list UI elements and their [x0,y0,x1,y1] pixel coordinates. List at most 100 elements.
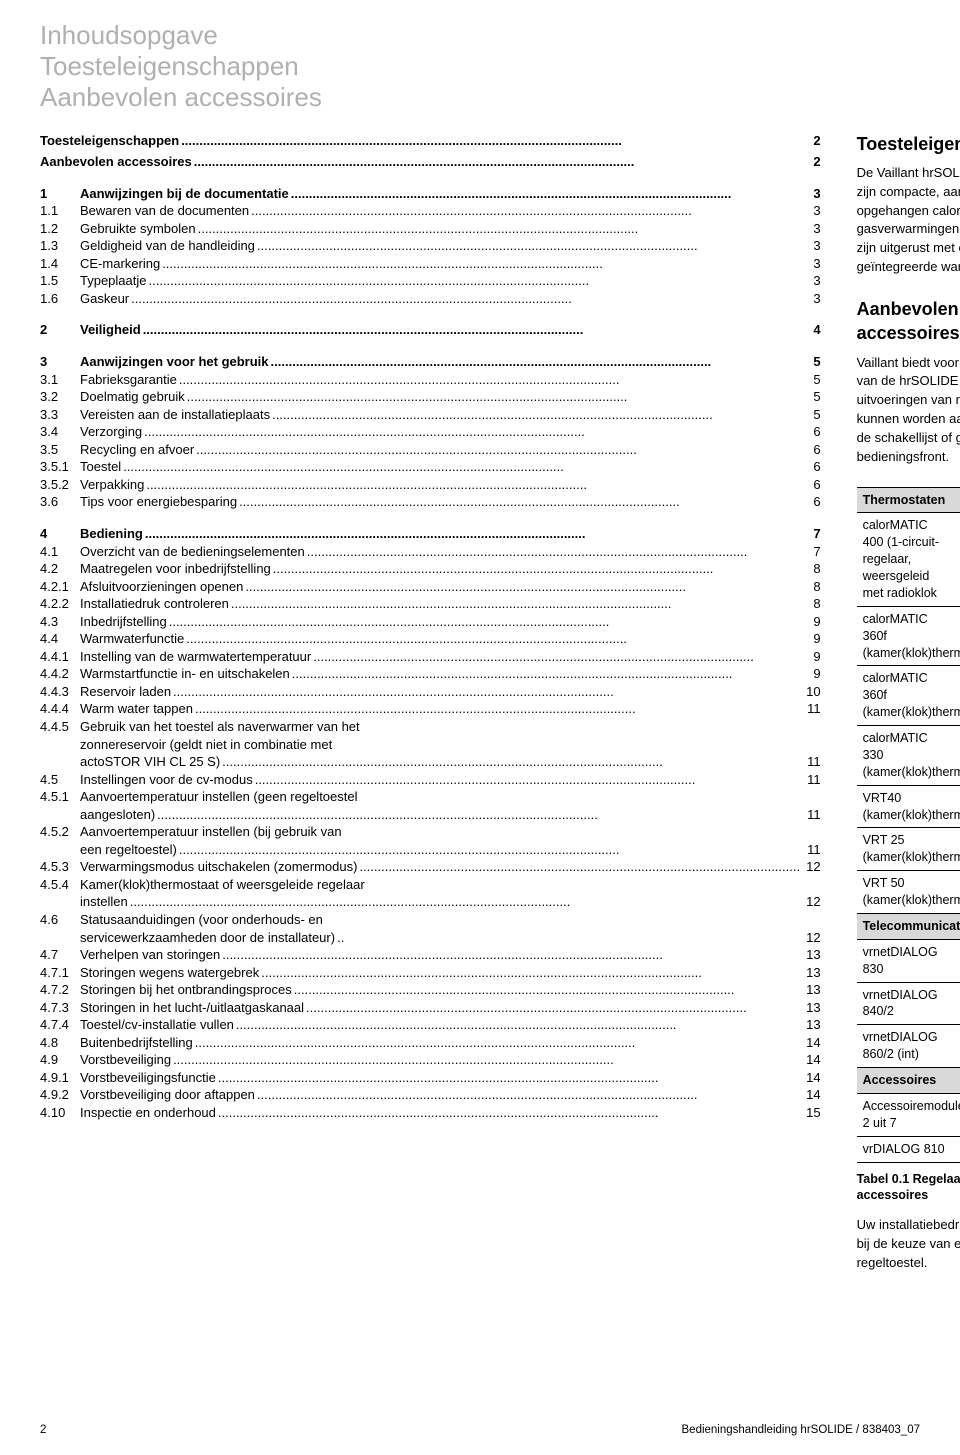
table-row: vrnetDIALOG 83000 2000 3988 [857,939,960,982]
toc-dots: ........................................… [128,893,802,911]
toc-page: 13 [802,999,820,1017]
toc-row: 4.7Verhelpen van storingen..............… [40,946,821,964]
page-footer: 2 Bedieningshandleiding hrSOLIDE / 83840… [40,1423,920,1439]
toc-dots: ........................................… [177,371,810,389]
toc-page: 9 [809,613,820,631]
toc-num: 4.7.1 [40,964,80,982]
toc-title: Instellingen voor de cv-modus [80,771,253,789]
toc-page: 11 [803,841,821,859]
toc-num: 4.4.1 [40,648,80,666]
toc-page: 5 [809,371,820,389]
toc-row: 4.5.3Verwarmingsmodus uitschakelen (zome… [40,858,821,876]
toc-dots: ........................................… [220,946,802,964]
toc-page: 11 [803,806,821,824]
toc-dots: ........................................… [269,353,810,371]
toc-dots: ........................................… [216,1069,802,1087]
toc-num: 4.3 [40,613,80,631]
toc-page: 6 [809,476,820,494]
toc-num: 4.9 [40,1051,80,1069]
toc-row: 3Aanwijzingen voor het gebruik..........… [40,353,821,371]
table-cell-name: VRT 50 (kamer(klok)thermostaat) [857,871,955,914]
toc-num: 4.4.3 [40,683,80,701]
table-cell-artnr: 00 2000 3984 [954,1025,960,1068]
toc-title: Warmstartfunctie in- en uitschakelen [80,665,290,683]
toc-page: 3 [809,290,820,308]
toc-page: 9 [809,665,820,683]
table-row: Accessoiremodule 2 uit 700 2001 7744 [857,1093,960,1136]
table-header: Thermostaten [857,487,955,513]
toc-num: 3.2 [40,388,80,406]
toc-row: 3.3Vereisten aan de installatieplaats...… [40,406,821,424]
toc-page: 12 [802,929,820,947]
toc-title: een regeltoestel) [80,841,177,859]
toc-title: Vorstbeveiligingsfunctie [80,1069,216,1087]
toc-row: instellen...............................… [40,893,821,911]
toc-page: 14 [802,1051,820,1069]
toc-num: 4.10 [40,1104,80,1122]
toc-title: Gaskeur [80,290,129,308]
toc-title: Fabrieksgarantie [80,371,177,389]
toc-dots: ........................................… [271,560,810,578]
toc-dots: ........................................… [171,683,802,701]
toc-row: 1.5Typeplaatje..........................… [40,272,821,290]
toc-num: 1.4 [40,255,80,273]
toc-dots: ........................................… [171,1051,802,1069]
toc-row: 3.5.2Verpakking.........................… [40,476,821,494]
toc-num: 3.3 [40,406,80,424]
toc-num: 4.5 [40,771,80,789]
table-cell-name: Accessoiremodule 2 uit 7 [857,1093,955,1136]
toc-page: 8 [809,560,820,578]
toc-row: 4.5.4Kamer(klok)thermostaat of weersgele… [40,876,821,894]
toc-num: 4.8 [40,1034,80,1052]
toc-row: 4.4.5Gebruik van het toestel als naverwa… [40,718,821,736]
table-row: VRT 25 (kamer(klok)thermostaat)300 643 [857,828,960,871]
toc-page: 14 [802,1034,820,1052]
toc-num: 4.2.2 [40,595,80,613]
toc-page: 3 [809,255,820,273]
toc-dots: ........................................… [220,753,803,771]
toc-num [40,929,80,947]
toc-num [40,806,80,824]
toc-title: Toestel [80,458,121,476]
toc-title: Warmwaterfunctie [80,630,184,648]
toc-dots: ........................................… [129,290,809,308]
toc-dots: ........................................… [229,595,809,613]
table-cell-artnr: 306 743 [954,1136,960,1162]
toc-title: Statusaanduidingen (voor onderhouds- en [80,911,323,929]
toc-row: 4.5.2Aanvoertemperatuur instellen (bij g… [40,823,821,841]
toc-dots: ........................................… [270,406,809,424]
toc-dots: ........................................… [237,493,809,511]
toc-row: 4.7.3Storingen in het lucht-/uitlaatgask… [40,999,821,1017]
toc-title: Verhelpen van storingen [80,946,220,964]
toc-title: Toesteleigenschappen [40,132,179,150]
table-row: calorMATIC 360f (kamer(klok)thermostaat)… [857,666,960,726]
section-text-accessoires: Vaillant biedt voor de regulering van de… [857,354,960,467]
toc-page: 12 [802,858,820,876]
toc-page: 3 [809,202,820,220]
toc-page: 11 [803,771,821,789]
toc-num: 4 [40,525,80,543]
toc-row: 4.4Warmwaterfunctie.....................… [40,630,821,648]
toc-page: 8 [809,578,820,596]
toc-dots: ........................................… [155,806,803,824]
heading-1: Inhoudsopgave [40,20,920,51]
toc-num: 4.7.3 [40,999,80,1017]
table-cell-name: calorMATIC 330 (kamer(klok)thermostaat) [857,726,955,786]
table-cell-name: vrDIALOG 810 [857,1136,955,1162]
table-row: calorMATIC 360f (kamer(klok)thermostaat)… [857,606,960,666]
toc-page: 3 [809,272,820,290]
toc-row: actoSTOR VIH CL 25 S)...................… [40,753,821,771]
toc-page: 6 [809,423,820,441]
toc-dots: ........................................… [311,648,809,666]
toc-row: 4.2Maatregelen voor inbedrijfstelling...… [40,560,821,578]
toc-num: 3.4 [40,423,80,441]
toc-num: 4.5.3 [40,858,80,876]
table-row: calorMATIC 330 (kamer(klok)thermostaat)3… [857,726,960,786]
toc-num [40,841,80,859]
toc-title: Afsluitvoorzieningen openen [80,578,243,596]
section-title-accessoires: Aanbevolen accessoires [857,297,960,346]
toc-dots: ........................................… [289,185,810,203]
section-text-toesteleigenschappen: De Vaillant hrSOLIDE-toestellen zijn com… [857,164,960,277]
toc-page: 13 [802,981,820,999]
table-cell-name: VRT40 (kamer(klok)thermostaat) [857,785,955,828]
